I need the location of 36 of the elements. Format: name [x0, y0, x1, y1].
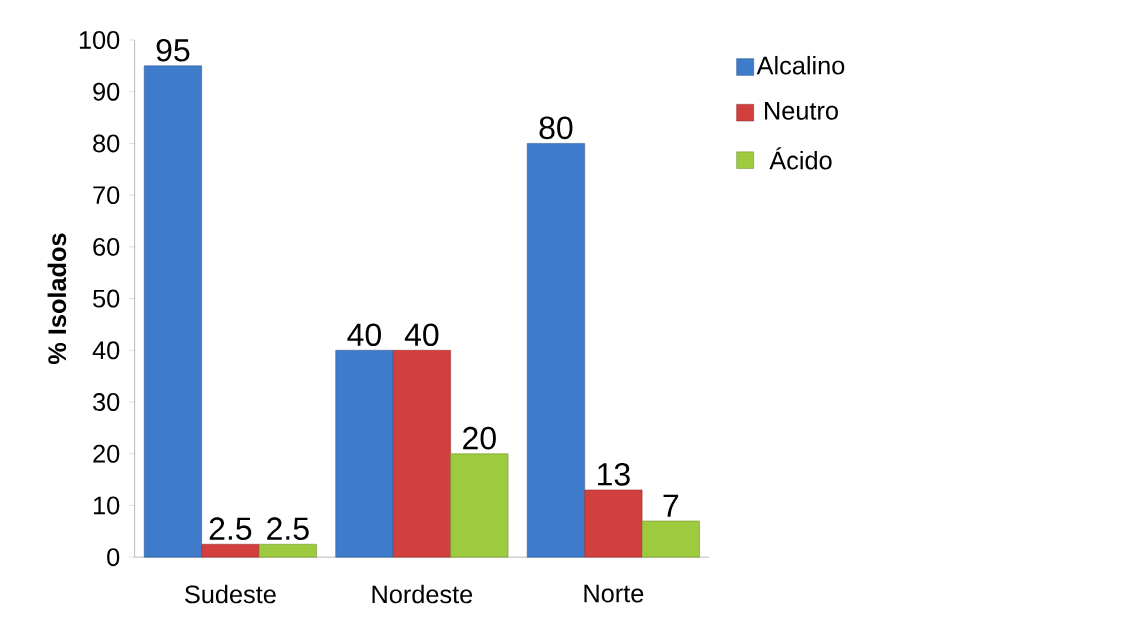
bar: [258, 543, 317, 558]
bar: [392, 349, 451, 558]
data-label: 2.5: [267, 517, 309, 540]
y-tick-label: 10: [93, 496, 120, 515]
y-tick-label: 0: [107, 547, 120, 566]
data-label: 13: [598, 462, 630, 486]
bar: [335, 349, 394, 558]
bar: [450, 453, 509, 558]
data-label: 40: [404, 323, 439, 346]
data-label: 7: [663, 494, 679, 517]
y-tick-label: 80: [93, 134, 120, 153]
data-label: 80: [539, 116, 573, 139]
y-tick-label: 50: [93, 289, 120, 308]
data-label: 2.5: [209, 517, 252, 540]
bar: [641, 520, 700, 558]
y-tick-label: 70: [93, 185, 120, 204]
y-tick-label: 20: [93, 444, 120, 463]
data-label: 40: [347, 323, 381, 346]
y-tick-label: 30: [93, 392, 120, 411]
legend-label: Neutro: [765, 101, 838, 120]
x-tick-label: Sudeste: [185, 584, 276, 604]
y-axis-title: % Isolados: [47, 233, 67, 364]
bar: [584, 489, 643, 558]
bar: [143, 65, 202, 558]
data-label: 95: [156, 38, 190, 62]
bar: [526, 142, 585, 558]
x-tick-label: Nordeste: [372, 584, 473, 604]
bar: [201, 543, 260, 558]
y-tick-label: 90: [93, 82, 120, 101]
y-tick-label: 60: [93, 237, 120, 256]
y-tick-label: 100: [79, 30, 120, 49]
y-tick-label: 40: [92, 341, 120, 360]
data-label: 20: [463, 426, 496, 450]
legend-label: Alcalino: [756, 55, 845, 75]
legend-label: Ácido: [769, 147, 832, 170]
x-tick-label: Norte: [584, 584, 644, 603]
